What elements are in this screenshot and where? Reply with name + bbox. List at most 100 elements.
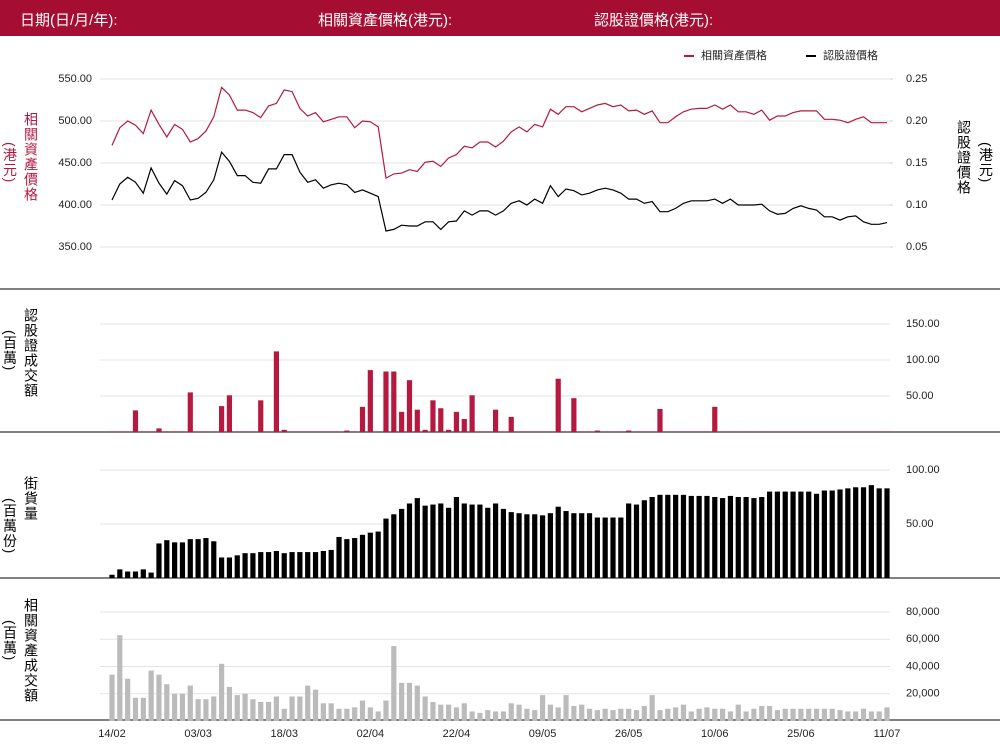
bar	[766, 431, 773, 432]
bar	[680, 494, 687, 578]
bar	[876, 488, 882, 578]
bar	[798, 431, 804, 432]
bar	[829, 431, 835, 432]
bar	[813, 493, 820, 578]
bar	[359, 700, 366, 721]
bar	[508, 512, 514, 578]
bar	[563, 695, 569, 721]
bar	[821, 431, 827, 432]
bar	[211, 431, 217, 432]
bar	[516, 431, 522, 432]
bar	[860, 708, 867, 721]
bar	[743, 497, 749, 578]
bar	[837, 710, 843, 721]
bar	[485, 710, 491, 721]
bar	[696, 495, 702, 578]
bar	[618, 708, 624, 721]
bar	[297, 552, 303, 578]
bar	[712, 708, 718, 721]
bar	[594, 517, 600, 578]
bar	[211, 696, 217, 721]
bar	[806, 431, 812, 432]
y-tick-label: 40,000	[906, 660, 940, 672]
bar	[884, 431, 890, 432]
bar	[555, 506, 561, 578]
y-axis-title: 相關資產價格	[23, 112, 39, 202]
bar	[766, 706, 773, 721]
bar	[328, 549, 334, 578]
bar	[273, 351, 279, 432]
bar	[586, 708, 593, 721]
bar	[782, 491, 788, 578]
bar	[790, 431, 796, 432]
y-tick-label: 150.00	[906, 318, 940, 330]
bar	[688, 711, 694, 721]
bar	[555, 707, 561, 721]
y-tick-label: 450.00	[58, 157, 92, 169]
bar	[868, 431, 874, 432]
bar	[688, 495, 694, 578]
bar	[140, 569, 146, 578]
bar	[477, 431, 483, 432]
x-tick-label: 14/02	[98, 728, 126, 740]
asset-price-label: 相關資產價格(港元):	[318, 12, 453, 29]
bar	[665, 431, 671, 432]
bar	[344, 539, 350, 578]
bar	[359, 406, 366, 432]
y-tick-label: 100.00	[906, 464, 940, 476]
x-tick-label: 18/03	[270, 728, 298, 740]
bar	[704, 431, 710, 432]
bar	[265, 552, 272, 578]
bar	[774, 710, 781, 721]
bar	[430, 701, 436, 721]
bar	[242, 431, 248, 432]
y-tick-label: 50.00	[906, 518, 934, 530]
bar	[782, 431, 788, 432]
bar	[258, 552, 264, 578]
bar	[876, 711, 882, 721]
bar	[586, 513, 593, 578]
bar	[626, 430, 632, 432]
bar	[195, 539, 201, 578]
bar	[203, 538, 209, 578]
bar	[673, 431, 679, 432]
line-series	[111, 86, 887, 180]
bar	[132, 697, 139, 721]
bar	[853, 711, 859, 721]
bar	[258, 400, 264, 432]
bar	[109, 574, 115, 578]
bar	[696, 431, 702, 432]
bar	[602, 517, 608, 578]
bar	[195, 699, 201, 721]
bar	[187, 392, 193, 432]
bar	[720, 431, 726, 432]
bar	[367, 532, 373, 578]
bar	[641, 706, 647, 721]
bar	[813, 431, 820, 432]
y-tick-label: 100.00	[906, 354, 940, 366]
bar	[735, 431, 741, 432]
bar	[751, 498, 757, 578]
bar	[375, 711, 381, 721]
bar	[242, 693, 248, 721]
bar	[140, 697, 146, 721]
bar	[109, 674, 115, 721]
bar	[641, 500, 647, 578]
bar	[336, 708, 342, 721]
bar	[250, 553, 256, 578]
bar	[399, 411, 405, 432]
bar	[446, 429, 452, 432]
bar	[132, 410, 139, 432]
bar	[117, 569, 123, 578]
bar	[853, 431, 859, 432]
bar	[140, 431, 146, 432]
bar	[312, 431, 319, 432]
bar	[281, 708, 287, 721]
bar	[774, 431, 781, 432]
bar	[203, 699, 209, 721]
bar	[751, 708, 757, 721]
bar	[414, 409, 420, 432]
bar	[375, 431, 381, 432]
y2-tick-label: 0.15	[906, 157, 927, 169]
bar	[680, 704, 687, 721]
